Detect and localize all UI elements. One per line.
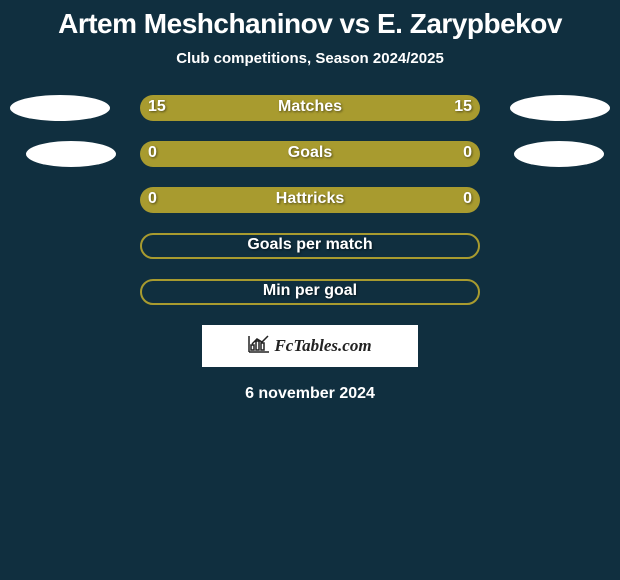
stat-row: Goals 0 0 (0, 141, 620, 173)
stat-label: Goals (288, 144, 332, 162)
stat-label: Min per goal (263, 282, 357, 300)
comparison-subtitle: Club competitions, Season 2024/2025 (0, 50, 620, 67)
stat-value-left: 0 (148, 190, 157, 208)
indicator-ellipse-left (26, 141, 116, 167)
brand-logo: FcTables.com (202, 325, 418, 367)
stat-value-right: 0 (463, 190, 472, 208)
stat-value-right: 15 (454, 98, 472, 116)
stat-row: Min per goal (0, 279, 620, 311)
date-label: 6 november 2024 (0, 385, 620, 403)
chart-icon (248, 335, 270, 358)
indicator-ellipse-right (510, 95, 610, 121)
stat-row: Goals per match (0, 233, 620, 265)
stat-value-left: 0 (148, 144, 157, 162)
stat-label: Matches (278, 98, 342, 116)
stats-container: Matches 15 15 Goals 0 0 Hattricks 0 0 Goals per m… (0, 95, 620, 311)
brand-text: FcTables.com (274, 336, 371, 356)
stat-label: Hattricks (276, 190, 344, 208)
stat-value-left: 15 (148, 98, 166, 116)
comparison-title: Artem Meshchaninov vs E. Zarypbekov (0, 0, 620, 40)
stat-row: Matches 15 15 (0, 95, 620, 127)
stat-row: Hattricks 0 0 (0, 187, 620, 219)
indicator-ellipse-right (514, 141, 604, 167)
stat-label: Goals per match (247, 236, 372, 254)
indicator-ellipse-left (10, 95, 110, 121)
stat-value-right: 0 (463, 144, 472, 162)
